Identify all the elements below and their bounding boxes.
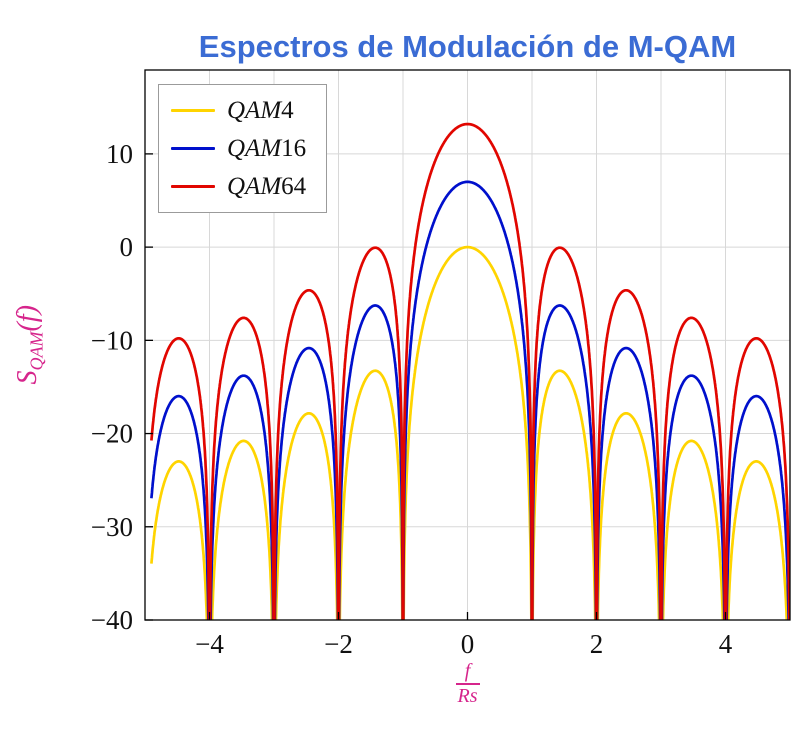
- y-tick-label: −20: [91, 419, 133, 449]
- legend-swatch-qam64: [171, 185, 215, 188]
- y-tick-label: −40: [91, 605, 133, 635]
- legend-label-qam4: QAM4: [227, 96, 294, 124]
- legend-swatch-qam4: [171, 109, 215, 112]
- legend-label-qam16: QAM16: [227, 134, 307, 162]
- page-title: Espectros de Modulación de M-QAM: [198, 28, 737, 64]
- x-axis-label-numerator: f: [455, 660, 480, 685]
- x-axis-label-denominator: Rs: [457, 685, 478, 707]
- y-axis-label-wrap: SQAM(f): [2, 70, 58, 620]
- x-tick-label: 4: [719, 629, 733, 659]
- y-tick-label: 0: [120, 232, 134, 262]
- x-axis-label-wrap: f Rs: [145, 660, 790, 708]
- legend-item-qam64: QAM64: [171, 170, 306, 203]
- curve-qam16: [150, 180, 790, 620]
- legend-item-qam4: QAM4: [171, 94, 306, 127]
- curve-qam64: [150, 122, 790, 620]
- legend-item-qam16: QAM16: [171, 132, 306, 165]
- legend-swatch-qam16: [171, 147, 215, 150]
- y-tick-label: 10: [106, 139, 133, 169]
- x-tick-label: 2: [590, 629, 604, 659]
- x-tick-label: −2: [324, 629, 353, 659]
- legend: QAM4 QAM16 QAM64: [158, 84, 328, 213]
- x-tick-label: −4: [195, 629, 224, 659]
- y-axis-label: SQAM(f): [12, 305, 47, 385]
- y-tick-label: −30: [91, 512, 133, 542]
- legend-label-qam64: QAM64: [227, 172, 307, 200]
- curve-qam4: [150, 245, 789, 620]
- y-tick-label: −10: [91, 325, 133, 355]
- x-axis-label: f Rs: [455, 660, 480, 708]
- x-tick-label: 0: [461, 629, 475, 659]
